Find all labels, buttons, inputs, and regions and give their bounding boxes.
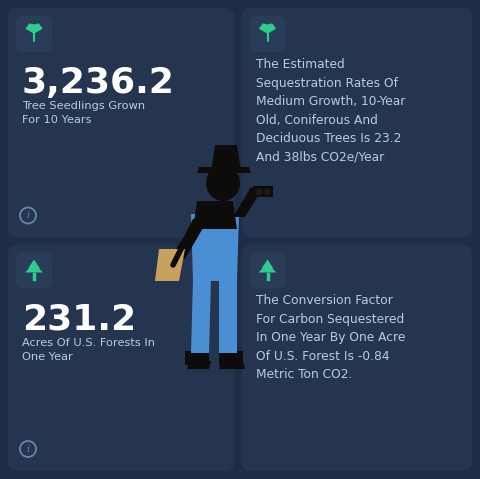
Polygon shape bbox=[219, 361, 245, 369]
Polygon shape bbox=[219, 351, 243, 365]
FancyBboxPatch shape bbox=[8, 244, 235, 471]
Circle shape bbox=[263, 188, 271, 196]
FancyBboxPatch shape bbox=[241, 244, 472, 471]
Polygon shape bbox=[25, 263, 43, 273]
Polygon shape bbox=[219, 279, 237, 353]
FancyBboxPatch shape bbox=[250, 16, 286, 52]
Polygon shape bbox=[259, 263, 276, 273]
Ellipse shape bbox=[206, 165, 240, 201]
Text: i: i bbox=[26, 445, 30, 454]
Polygon shape bbox=[187, 361, 211, 369]
Polygon shape bbox=[233, 187, 261, 217]
FancyBboxPatch shape bbox=[241, 8, 472, 238]
Polygon shape bbox=[197, 167, 251, 173]
Polygon shape bbox=[267, 24, 275, 33]
FancyBboxPatch shape bbox=[16, 252, 52, 288]
Polygon shape bbox=[262, 260, 274, 269]
FancyBboxPatch shape bbox=[250, 252, 286, 288]
Polygon shape bbox=[185, 351, 209, 365]
Text: Acres Of U.S. Forests In
One Year: Acres Of U.S. Forests In One Year bbox=[22, 338, 155, 362]
Polygon shape bbox=[191, 279, 211, 353]
Polygon shape bbox=[211, 145, 241, 171]
FancyBboxPatch shape bbox=[16, 16, 52, 52]
Polygon shape bbox=[260, 24, 267, 33]
Polygon shape bbox=[34, 24, 42, 33]
Polygon shape bbox=[26, 24, 34, 33]
Polygon shape bbox=[28, 260, 40, 269]
Text: The Conversion Factor
For Carbon Sequestered
In One Year By One Acre
Of U.S. For: The Conversion Factor For Carbon Sequest… bbox=[255, 295, 405, 381]
Text: 231.2: 231.2 bbox=[22, 303, 136, 337]
Text: 3,236.2: 3,236.2 bbox=[22, 66, 175, 100]
FancyBboxPatch shape bbox=[8, 8, 235, 238]
Polygon shape bbox=[155, 249, 185, 281]
Circle shape bbox=[255, 188, 263, 196]
Polygon shape bbox=[173, 221, 207, 259]
Text: i: i bbox=[26, 211, 30, 220]
Polygon shape bbox=[253, 186, 273, 197]
Polygon shape bbox=[193, 201, 237, 229]
Text: The Estimated
Sequestration Rates Of
Medium Growth, 10-Year
Old, Coniferous And
: The Estimated Sequestration Rates Of Med… bbox=[255, 58, 405, 163]
Text: Tree Seedlings Grown
For 10 Years: Tree Seedlings Grown For 10 Years bbox=[22, 101, 145, 125]
Polygon shape bbox=[191, 214, 239, 281]
